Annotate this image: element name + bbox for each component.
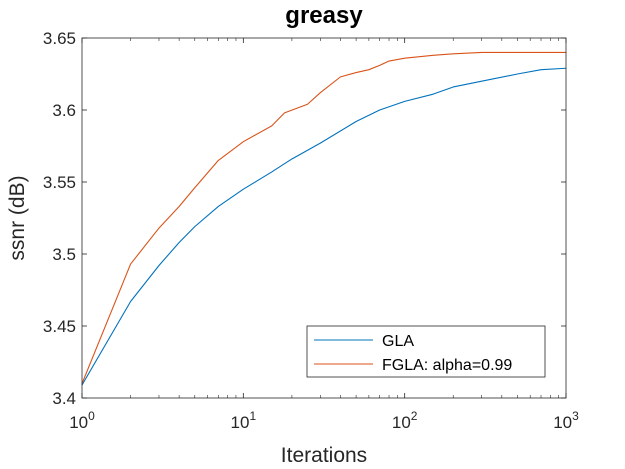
- series-line-gla: [81, 67, 567, 386]
- y-tick-label: 3.6: [52, 101, 76, 120]
- x-tick-label: 100: [69, 409, 95, 432]
- y-tick-label: 3.5: [52, 245, 76, 264]
- legend: GLA FGLA: alpha=0.99: [306, 325, 546, 378]
- legend-label-gla: GLA: [382, 333, 414, 350]
- y-tick-label: 3.55: [43, 173, 76, 192]
- chart-title: greasy: [285, 2, 363, 29]
- y-tick-labels: 3.4 3.45 3.5 3.55 3.6 3.65: [43, 29, 76, 408]
- legend-label-fgla: FGLA: alpha=0.99: [382, 357, 512, 374]
- y-axis-label: ssnr (dB): [6, 175, 29, 260]
- x-tick-label: 101: [231, 409, 257, 432]
- x-tick-label: 102: [392, 409, 418, 432]
- legend-box: [306, 325, 546, 378]
- x-tick-labels: 100 101 102 103: [69, 409, 579, 432]
- series-layer: [81, 51, 567, 386]
- series-line-fgla: [81, 51, 566, 384]
- y-tick-label: 3.4: [52, 389, 76, 408]
- y-tick-label: 3.65: [43, 29, 76, 48]
- plot-frame: [81, 37, 567, 399]
- x-tick-label: 103: [553, 409, 579, 432]
- y-tick-label: 3.45: [43, 317, 76, 336]
- x-axis-label: Iterations: [281, 444, 367, 467]
